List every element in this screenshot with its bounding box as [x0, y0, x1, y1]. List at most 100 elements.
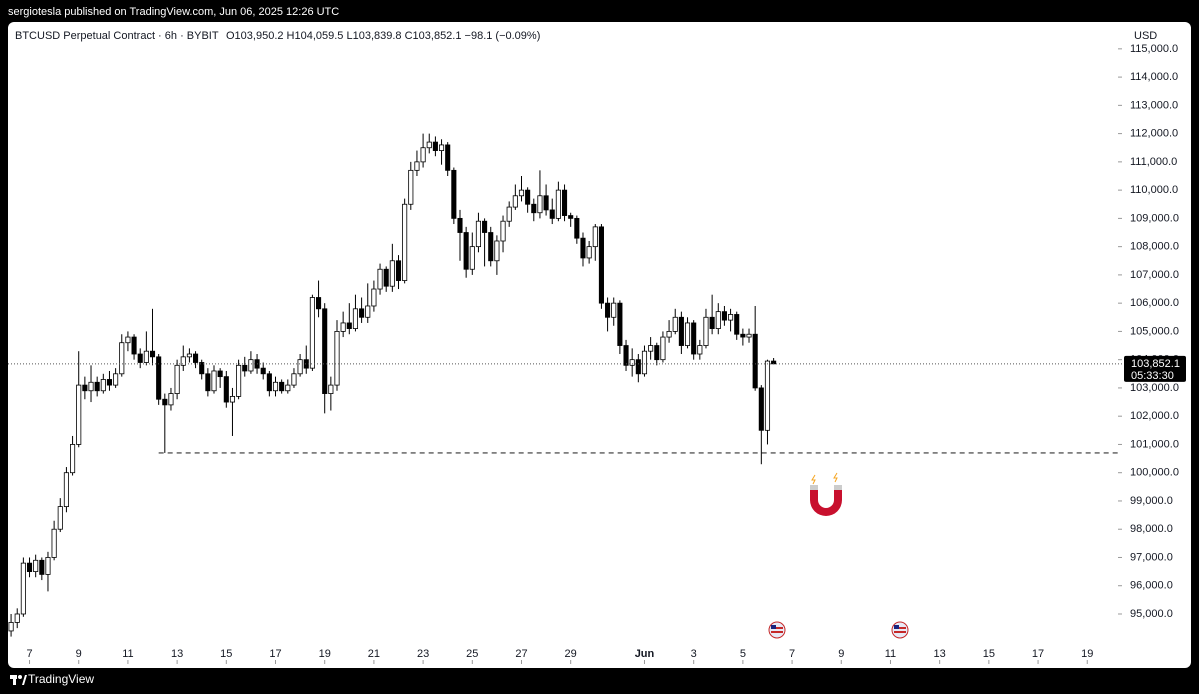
- candle-body: [660, 336, 666, 361]
- candle-body: [352, 308, 359, 329]
- candle-body: [205, 373, 211, 392]
- candle-body: [156, 356, 162, 400]
- candle-body: [88, 381, 94, 392]
- candle-body: [580, 237, 586, 259]
- candle-body: [623, 345, 629, 366]
- candle-body: [537, 195, 543, 214]
- candle-body: [426, 141, 432, 149]
- candle-body: [100, 379, 106, 392]
- candle-body: [598, 226, 604, 304]
- candle-body: [316, 297, 322, 310]
- x-tick-label: 13: [934, 648, 946, 660]
- candle-body: [248, 359, 254, 372]
- x-tick-label: 29: [565, 648, 577, 660]
- x-tick-label: 9: [838, 648, 844, 660]
- candle-body: [229, 396, 236, 403]
- candle-body: [543, 195, 549, 211]
- tv-logo: [10, 675, 27, 685]
- candle-body: [383, 268, 389, 287]
- candle-body: [33, 559, 39, 572]
- y-tick-label: 114,000.0: [1130, 71, 1178, 83]
- y-tick-label: 113,000.0: [1130, 99, 1178, 111]
- candle-body: [605, 302, 611, 318]
- candle-body: [211, 370, 217, 392]
- candle-body: [106, 379, 113, 386]
- candle-body: [186, 353, 192, 358]
- candle-body: [684, 322, 691, 346]
- candle-body: [82, 384, 88, 392]
- y-tick-label: 115,000.0: [1130, 43, 1178, 55]
- candle-body: [764, 360, 771, 431]
- candle-body: [709, 316, 715, 329]
- candle-body: [715, 311, 721, 329]
- candle-body: [500, 220, 506, 242]
- candle-body: [518, 189, 525, 197]
- x-tick-label: 17: [269, 648, 281, 660]
- brand: TradingView: [28, 672, 94, 686]
- candle-body: [279, 381, 285, 392]
- candle-body: [45, 557, 51, 575]
- candle-body: [389, 260, 395, 287]
- x-tick-label: 7: [26, 648, 32, 660]
- y-tick-label: 98,000.0: [1130, 523, 1173, 535]
- chart-panel: [8, 22, 1191, 668]
- flag-icon: [891, 621, 909, 639]
- candle-body: [143, 350, 149, 363]
- candle-body: [611, 302, 617, 318]
- x-tick-label: Jun: [635, 648, 655, 660]
- candle-body: [26, 562, 33, 572]
- candle-body: [728, 314, 734, 321]
- x-tick-label: 9: [76, 648, 82, 660]
- y-tick-label: 107,000.0: [1130, 269, 1179, 281]
- x-tick-label: 15: [220, 648, 232, 660]
- candle-body: [420, 147, 426, 163]
- y-tick-label: 99,000.0: [1130, 495, 1173, 507]
- y-tick-label: 103,000.0: [1130, 382, 1179, 394]
- y-tick-label: 106,000.0: [1130, 297, 1179, 309]
- x-tick-label: 17: [1032, 648, 1044, 660]
- candle-body: [297, 359, 303, 375]
- candle-body: [408, 169, 414, 205]
- candle-body: [654, 345, 660, 361]
- candle-body: [549, 209, 555, 219]
- countdown: 05:33:30: [1131, 370, 1174, 382]
- candle-body: [574, 217, 580, 239]
- candle-body: [463, 232, 469, 270]
- currency: USD: [1134, 30, 1157, 42]
- candle-body: [365, 305, 371, 318]
- candle-body: [758, 387, 764, 431]
- candle-body: [39, 559, 45, 575]
- candle-body: [340, 322, 346, 332]
- candle-body: [451, 169, 457, 219]
- candle-body: [76, 384, 82, 445]
- candle-body: [746, 333, 752, 338]
- candle-body: [629, 359, 635, 366]
- candle-body: [113, 373, 119, 386]
- last-price-tag: [1124, 355, 1186, 382]
- x-tick-label: 7: [789, 648, 795, 660]
- candle-body: [137, 353, 143, 363]
- x-tick-label: 19: [1081, 648, 1093, 660]
- candle-body: [445, 144, 451, 171]
- candle-body: [488, 232, 494, 262]
- candle-body: [525, 189, 531, 205]
- candle-body: [531, 203, 537, 214]
- candle-body: [8, 622, 14, 632]
- candle-body: [266, 373, 272, 392]
- candle-body: [334, 331, 340, 386]
- flag-icon: [768, 621, 786, 639]
- x-tick-label: 3: [691, 648, 697, 660]
- candle-body: [174, 364, 180, 394]
- candle-body: [555, 189, 561, 219]
- candle-body: [641, 350, 648, 375]
- candle-body: [678, 316, 684, 346]
- candle-body: [432, 141, 438, 151]
- y-tick-label: 102,000.0: [1130, 410, 1179, 422]
- candle-body: [322, 308, 328, 394]
- candle-body: [260, 367, 266, 375]
- candle-body: [131, 336, 137, 355]
- candle-body: [371, 288, 377, 307]
- ohlc-legend: O103,950.2 H104,059.5 L103,839.8 C103,85…: [226, 30, 540, 42]
- candle-body: [438, 144, 445, 151]
